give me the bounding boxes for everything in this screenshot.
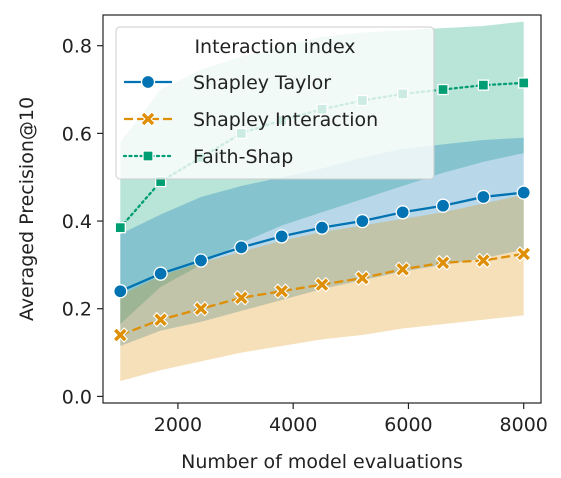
shapley-interaction-point — [112, 327, 129, 343]
shapley-interaction-point — [394, 261, 411, 278]
shapley-taylor-point — [516, 185, 531, 200]
shapley-taylor-point — [314, 220, 330, 235]
shapley-interaction-point — [233, 290, 250, 306]
shapley-taylor-point — [476, 189, 491, 205]
shapley-taylor-point — [153, 266, 168, 281]
shapley-taylor-point — [274, 229, 289, 244]
shapley-taylor-point — [395, 205, 410, 220]
faith-shap-point — [114, 221, 126, 234]
y-axis: 0.0 0.2 0.4 0.6 0.8 — [62, 36, 103, 408]
shapley-taylor-point — [113, 284, 128, 299]
shapley-taylor-band — [120, 137, 524, 347]
y-tick-label: 0.6 — [62, 123, 92, 145]
faith-shap-point — [477, 79, 490, 91]
shapley-interaction-point — [193, 300, 209, 317]
legend-title: Interaction index — [194, 36, 355, 58]
y-axis-title: Averaged Precision@10 — [16, 97, 38, 321]
x-axis-title: Number of model evaluations — [181, 451, 463, 473]
x-tick-label: 6000 — [384, 414, 432, 436]
legend-shapley-taylor-marker — [140, 74, 156, 90]
faith-shap-point — [518, 77, 530, 89]
x-tick-label: 8000 — [500, 414, 548, 436]
legend-items: Shapley Taylor Shapley Interaction Faith-S… — [122, 72, 378, 168]
shapley-interaction-point — [354, 270, 371, 286]
legend-box — [115, 26, 435, 180]
shapley-taylor-point — [234, 240, 249, 255]
legend-shapley-interaction-marker — [140, 111, 156, 127]
shapley-taylor-point — [355, 213, 370, 229]
x-axis: 2000 4000 6000 8000 — [154, 403, 548, 436]
shapley-interaction-point — [314, 276, 330, 293]
x-tick-label: 4000 — [269, 414, 317, 436]
legend-shapley-taylor-label: Shapley Taylor — [193, 72, 331, 94]
shapley-taylor-point — [193, 253, 209, 268]
legend-shapley-interaction-label: Shapley Interaction — [193, 109, 378, 131]
shapley-interaction-point — [273, 283, 290, 299]
y-tick-label: 0.2 — [62, 299, 92, 321]
x-tick-label: 2000 — [154, 414, 202, 436]
shapley-interaction-point — [152, 311, 169, 328]
plot-frame — [102, 14, 542, 404]
shapley-interaction-point — [515, 246, 532, 262]
legend: Interaction index Shapley TaylorShapley … — [115, 26, 435, 180]
faith-shap-point — [437, 83, 449, 96]
y-tick-label: 0.4 — [62, 211, 92, 233]
shapley-taylor-point — [435, 198, 451, 213]
y-tick-label: 0.8 — [62, 36, 92, 58]
y-tick-label: 0.0 — [62, 386, 92, 408]
shapley-interaction-point — [435, 254, 451, 271]
legend-faith-shap-marker — [142, 150, 154, 162]
legend-faith-shap-label: Faith-Shap — [193, 146, 293, 168]
shapley-interaction-point — [475, 252, 492, 269]
